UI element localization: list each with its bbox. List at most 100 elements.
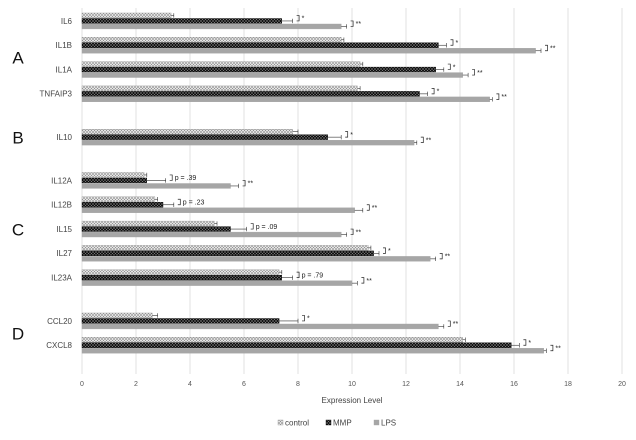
significance-bracket xyxy=(439,253,443,260)
significance-label: ** xyxy=(356,229,362,236)
bar-control xyxy=(81,337,463,343)
significance-bracket xyxy=(350,20,354,27)
bar-control xyxy=(81,220,215,227)
significance-bracket xyxy=(496,93,500,100)
significance-bracket xyxy=(545,44,548,52)
x-tick-label: 18 xyxy=(564,381,572,388)
significance-bracket xyxy=(242,180,246,187)
bar-control xyxy=(81,37,342,43)
significance-bracket xyxy=(296,271,300,278)
legend-swatch-mmp xyxy=(325,419,332,426)
significance-label: * xyxy=(307,316,310,323)
bar-control xyxy=(81,312,153,319)
significance-label: ** xyxy=(501,94,507,101)
significance-bracket xyxy=(550,344,554,352)
significance-label: * xyxy=(388,248,391,255)
bar-lps xyxy=(81,48,536,54)
significance-label: ** xyxy=(477,70,483,77)
significance-bracket xyxy=(350,228,354,235)
bar-lps xyxy=(81,348,544,354)
significance-label: ** xyxy=(453,321,459,328)
significance-bracket xyxy=(169,174,173,181)
significance-bracket xyxy=(361,277,365,284)
significance-label: * xyxy=(437,89,440,96)
bar-control xyxy=(81,12,172,19)
x-axis-title: Expression Level xyxy=(322,396,383,405)
category-label: CCL20 xyxy=(47,317,72,326)
bar-mmp xyxy=(81,42,439,48)
significance-bracket xyxy=(431,88,435,95)
group-label: B xyxy=(12,128,23,147)
significance-bracket xyxy=(472,69,475,76)
significance-label: p = .39 xyxy=(175,175,197,182)
significance-label: ** xyxy=(248,181,254,188)
legend-label: LPS xyxy=(381,419,396,428)
bar-control xyxy=(81,85,358,92)
significance-bracket xyxy=(447,63,451,70)
category-label: IL23A xyxy=(51,273,73,282)
x-tick-label: 4 xyxy=(188,381,192,388)
significance-bracket xyxy=(177,198,181,206)
legend-swatch-lps xyxy=(373,419,380,426)
significance-label: ** xyxy=(356,21,362,28)
significance-label: p = .23 xyxy=(183,200,205,207)
bar-lps xyxy=(81,96,490,103)
x-tick-label: 0 xyxy=(80,381,84,388)
significance-label: * xyxy=(528,340,531,347)
significance-bracket xyxy=(447,320,451,327)
category-label: IL12B xyxy=(51,201,72,210)
bar-control xyxy=(81,128,293,135)
group-label: A xyxy=(12,49,24,68)
bar-lps xyxy=(81,72,463,78)
significance-bracket xyxy=(345,131,349,138)
x-tick-label: 14 xyxy=(456,381,464,388)
significance-bracket xyxy=(296,15,300,22)
bar-lps xyxy=(81,280,353,286)
category-label: IL15 xyxy=(56,225,72,234)
significance-bracket xyxy=(420,136,424,143)
bar-control xyxy=(81,172,145,178)
significance-label: p = .79 xyxy=(302,272,324,279)
significance-label: ** xyxy=(426,137,432,144)
category-label: IL10 xyxy=(56,133,72,142)
category-labels: ***IL6***IL1B***IL1A***TNFAIP3A***IL10Bp… xyxy=(12,16,561,353)
bar-mmp xyxy=(81,66,436,73)
x-axis-ticks: 0 2 4 6 8 10 12 14 16 18 20 xyxy=(80,381,626,388)
bar-control xyxy=(81,61,361,67)
bar-lps xyxy=(81,23,342,30)
x-tick-label: 2 xyxy=(134,381,138,388)
bar-lps xyxy=(81,183,231,189)
bar-control xyxy=(81,196,156,202)
significance-label: * xyxy=(350,132,353,139)
bar-mmp xyxy=(81,91,420,97)
category-label: TNFAIP3 xyxy=(40,90,73,99)
bar-mmp xyxy=(81,250,374,256)
category-label: IL1B xyxy=(56,41,72,50)
x-tick-label: 6 xyxy=(242,381,246,388)
significance-label: ** xyxy=(372,205,378,212)
bar-mmp xyxy=(81,275,283,281)
x-tick-label: 20 xyxy=(618,381,626,388)
significance-label: ** xyxy=(445,254,451,261)
bar-mmp xyxy=(81,18,283,24)
x-tick-label: 16 xyxy=(510,381,518,388)
bar-lps xyxy=(81,231,342,238)
bars xyxy=(81,12,554,354)
significance-bracket xyxy=(523,339,527,346)
bar-lps xyxy=(81,256,431,262)
significance-label: ** xyxy=(555,346,561,353)
bar-lps xyxy=(81,139,415,146)
significance-label: * xyxy=(456,40,459,47)
bar-mmp xyxy=(81,318,280,324)
x-tick-label: 12 xyxy=(402,381,410,388)
significance-label: * xyxy=(302,16,305,23)
bar-mmp xyxy=(81,202,164,208)
bar-mmp xyxy=(81,134,328,140)
category-label: IL12A xyxy=(51,176,73,185)
significance-bracket xyxy=(450,39,454,46)
bar-control xyxy=(81,269,280,275)
significance-label: * xyxy=(453,64,456,71)
significance-bracket xyxy=(302,315,305,322)
x-tick-label: 8 xyxy=(296,381,300,388)
